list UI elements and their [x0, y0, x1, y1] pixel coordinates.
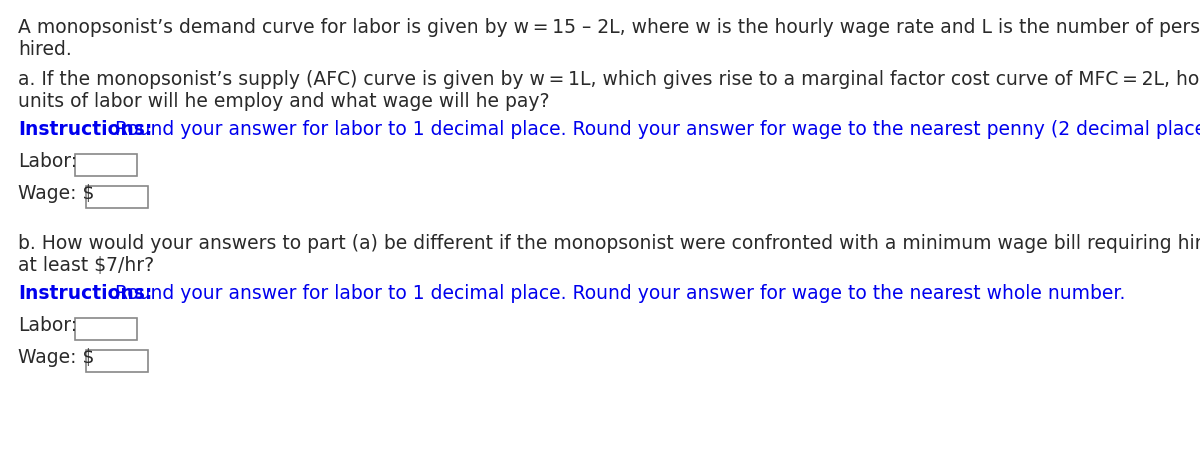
- Text: a. If the monopsonist’s supply (AFC) curve is given by w = 1L, which gives rise : a. If the monopsonist’s supply (AFC) cur…: [18, 70, 1200, 89]
- Text: Labor:: Labor:: [18, 152, 77, 171]
- Text: Instructions:: Instructions:: [18, 120, 152, 139]
- Text: hired.: hired.: [18, 40, 72, 59]
- Text: Round your answer for labor to 1 decimal place. Round your answer for wage to th: Round your answer for labor to 1 decimal…: [109, 120, 1200, 139]
- Text: at least $7/hr?: at least $7/hr?: [18, 256, 154, 275]
- Bar: [74, 318, 137, 340]
- Text: Wage: $: Wage: $: [18, 184, 95, 203]
- Bar: [86, 186, 148, 208]
- Bar: [74, 154, 137, 176]
- Text: b. How would your answers to part (a) be different if the monopsonist were confr: b. How would your answers to part (a) be…: [18, 234, 1200, 253]
- Text: Round your answer for labor to 1 decimal place. Round your answer for wage to th: Round your answer for labor to 1 decimal…: [109, 284, 1126, 303]
- Text: A monopsonist’s demand curve for labor is given by w = 15 – 2L, where w is the h: A monopsonist’s demand curve for labor i…: [18, 18, 1200, 37]
- Text: Instructions:: Instructions:: [18, 284, 152, 303]
- Text: Labor:: Labor:: [18, 316, 77, 335]
- Text: units of labor will he employ and what wage will he pay?: units of labor will he employ and what w…: [18, 92, 550, 111]
- Bar: [86, 350, 148, 372]
- Text: Wage: $: Wage: $: [18, 348, 95, 367]
